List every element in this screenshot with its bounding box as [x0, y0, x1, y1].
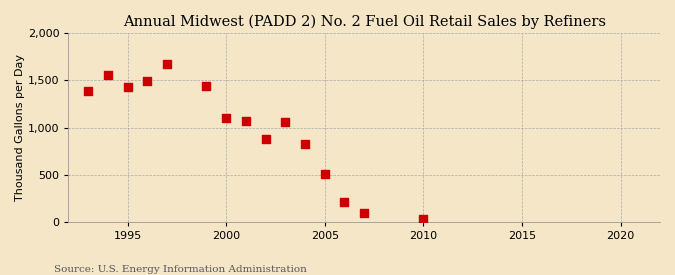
Point: [359, 211, 370, 215]
Point: [142, 79, 153, 84]
Point: [161, 62, 172, 67]
Point: [122, 85, 133, 89]
Point: [103, 73, 113, 77]
Point: [221, 116, 232, 120]
Point: [300, 142, 310, 146]
Point: [280, 120, 291, 124]
Point: [319, 172, 330, 176]
Point: [418, 217, 429, 222]
Point: [261, 137, 271, 142]
Point: [339, 200, 350, 205]
Point: [201, 84, 212, 88]
Y-axis label: Thousand Gallons per Day: Thousand Gallons per Day: [15, 54, 25, 201]
Title: Annual Midwest (PADD 2) No. 2 Fuel Oil Retail Sales by Refiners: Annual Midwest (PADD 2) No. 2 Fuel Oil R…: [123, 15, 605, 29]
Point: [240, 119, 251, 123]
Point: [83, 89, 94, 93]
Text: Source: U.S. Energy Information Administration: Source: U.S. Energy Information Administ…: [54, 265, 307, 274]
